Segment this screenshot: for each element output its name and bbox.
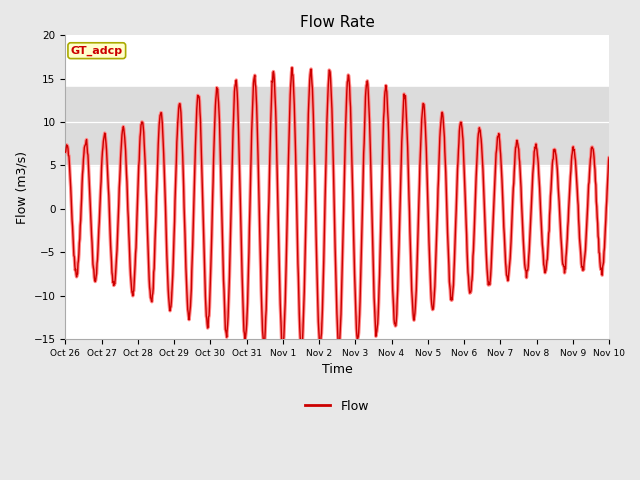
- Title: Flow Rate: Flow Rate: [300, 15, 374, 30]
- Legend: Flow: Flow: [300, 395, 374, 418]
- X-axis label: Time: Time: [322, 363, 353, 376]
- Y-axis label: Flow (m3/s): Flow (m3/s): [15, 151, 28, 224]
- Text: GT_adcp: GT_adcp: [70, 46, 123, 56]
- Bar: [65, 87, 609, 166]
